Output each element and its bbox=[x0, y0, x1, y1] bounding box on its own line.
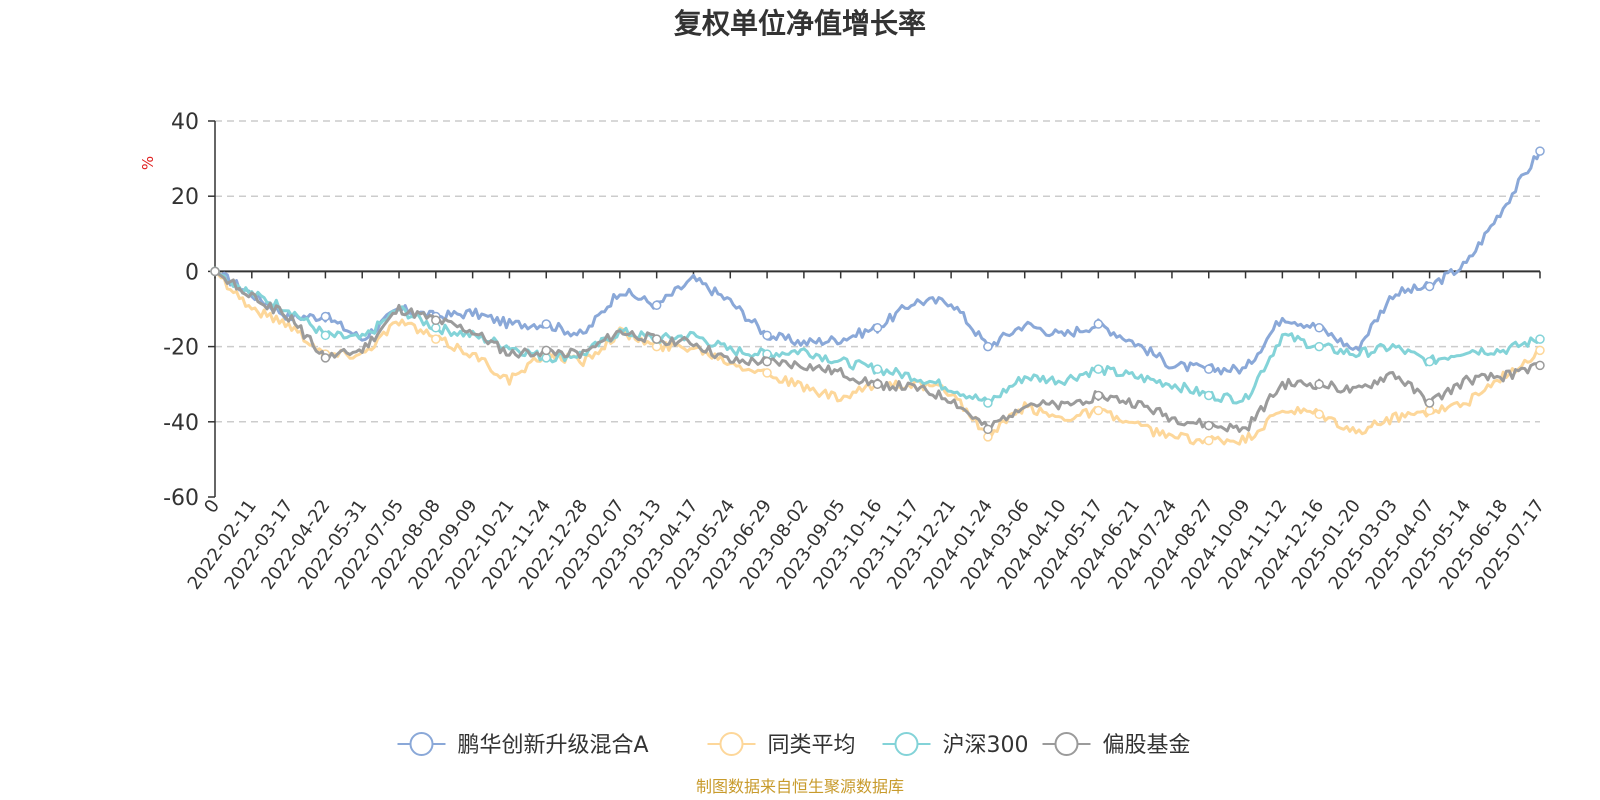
x-tick-label: 0 bbox=[200, 496, 224, 517]
legend-label: 偏股基金 bbox=[1103, 733, 1191, 758]
legend-marker bbox=[719, 732, 744, 756]
y-axis-unit-label: % bbox=[139, 156, 157, 170]
series-line bbox=[213, 270, 1540, 446]
gridlines bbox=[215, 120, 1540, 423]
data-point bbox=[1314, 341, 1324, 352]
data-point bbox=[1535, 334, 1545, 344]
data-point bbox=[1314, 323, 1324, 333]
data-point bbox=[1424, 281, 1435, 292]
data-point bbox=[651, 300, 662, 310]
data-point bbox=[1093, 364, 1104, 374]
legend-marker bbox=[894, 732, 919, 756]
data-source-note: 制图数据来自恒生聚源数据库 bbox=[696, 777, 904, 796]
data-point bbox=[210, 266, 220, 277]
series-line bbox=[214, 150, 1542, 376]
data-point bbox=[872, 323, 883, 333]
legend[interactable]: 鹏华创新升级混合A 同类平均 沪深300 偏股基金 bbox=[397, 732, 1191, 758]
data-point bbox=[651, 334, 662, 344]
data-point bbox=[320, 311, 331, 322]
y-tick-label: 40 bbox=[171, 110, 199, 135]
y-tick-label: -40 bbox=[163, 411, 199, 436]
data-point bbox=[1093, 390, 1104, 401]
data-point bbox=[431, 315, 441, 326]
data-point bbox=[872, 379, 883, 389]
data-point bbox=[1535, 345, 1545, 356]
legend-item[interactable]: 偏股基金 bbox=[1042, 732, 1191, 758]
data-point bbox=[1314, 379, 1324, 389]
legend-label: 沪深300 bbox=[943, 733, 1029, 758]
data-point bbox=[1535, 146, 1545, 156]
data-point bbox=[983, 398, 993, 408]
data-point bbox=[1424, 398, 1435, 408]
legend-marker bbox=[1054, 732, 1079, 756]
chart-title: 复权单位净值增长率 bbox=[674, 7, 926, 40]
data-point bbox=[762, 356, 772, 367]
data-point bbox=[431, 334, 441, 344]
data-point bbox=[1204, 435, 1214, 446]
legend-label: 鹏华创新升级混合A bbox=[458, 733, 649, 758]
data-point bbox=[320, 330, 331, 341]
data-point bbox=[1204, 420, 1214, 431]
data-point bbox=[1093, 319, 1104, 329]
data-point bbox=[872, 364, 883, 374]
legend-item[interactable]: 鹏华创新升级混合A bbox=[397, 732, 649, 758]
y-tick-label: 0 bbox=[185, 260, 199, 285]
legend-label: 同类平均 bbox=[768, 733, 856, 758]
data-point bbox=[983, 424, 993, 435]
data-point bbox=[1535, 360, 1545, 371]
legend-item[interactable]: 同类平均 bbox=[707, 732, 856, 758]
data-point bbox=[541, 319, 551, 329]
data-point bbox=[1093, 405, 1104, 416]
data-point bbox=[320, 353, 331, 363]
data-point bbox=[1424, 356, 1435, 367]
y-tick-label: -20 bbox=[163, 336, 199, 361]
data-point bbox=[983, 341, 993, 352]
series-lines bbox=[210, 146, 1545, 446]
data-point bbox=[1204, 390, 1214, 401]
data-point bbox=[762, 368, 772, 378]
data-point bbox=[762, 330, 772, 341]
data-point bbox=[541, 345, 551, 356]
data-point bbox=[1204, 364, 1214, 374]
y-tick-label: 20 bbox=[171, 185, 199, 210]
y-tick-label: -60 bbox=[163, 486, 199, 511]
legend-marker bbox=[409, 732, 434, 756]
data-point bbox=[1314, 409, 1324, 420]
legend-item[interactable]: 沪深300 bbox=[882, 732, 1029, 758]
